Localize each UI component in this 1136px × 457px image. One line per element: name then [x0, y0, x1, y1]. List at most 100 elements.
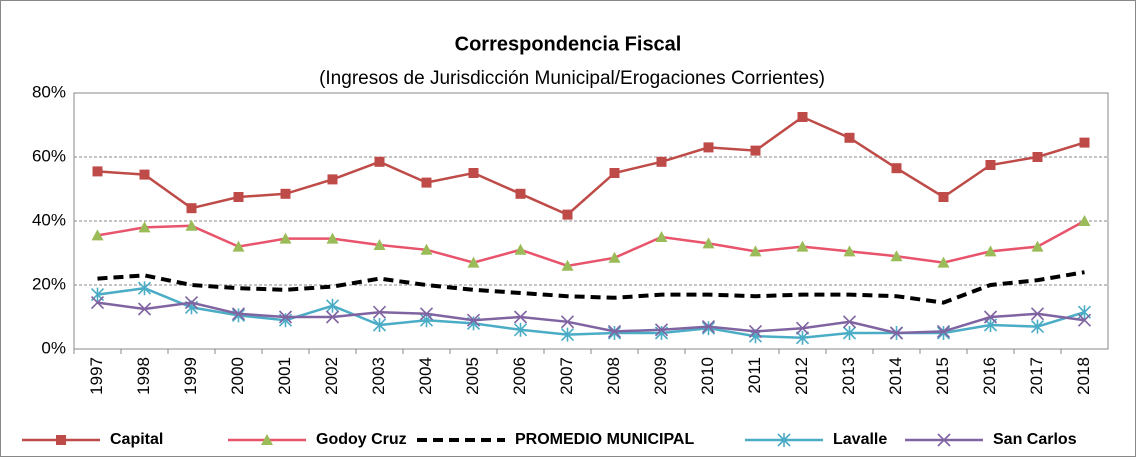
data-point — [983, 310, 998, 324]
marker-x — [937, 433, 951, 447]
data-point — [889, 326, 904, 340]
marker-x — [419, 307, 434, 321]
data-point — [373, 239, 386, 250]
data-point — [937, 256, 950, 268]
marker-square — [139, 169, 150, 180]
x-tick-label: 2003 — [369, 357, 388, 395]
data-point — [797, 112, 808, 122]
y-tick-label: 40% — [32, 210, 66, 229]
marker-square — [56, 435, 66, 445]
legend-label: San Carlos — [993, 431, 1077, 448]
marker-square — [938, 192, 949, 202]
data-point — [280, 188, 291, 199]
marker-triangle — [843, 245, 856, 257]
x-tick-label: 1998 — [134, 357, 153, 395]
marker-x — [184, 296, 199, 310]
marker-triangle — [1078, 215, 1091, 226]
data-point — [561, 259, 574, 271]
data-point — [91, 229, 104, 241]
chart-subtitle: (Ingresos de Jurisdicción Municipal/Erog… — [319, 68, 825, 89]
marker-triangle — [326, 232, 339, 244]
marker-triangle — [655, 231, 668, 242]
x-tick-label: 2000 — [228, 357, 247, 395]
data-point — [372, 318, 387, 332]
data-point — [842, 326, 857, 340]
marker-x — [889, 326, 904, 340]
data-point — [703, 142, 714, 153]
legend-marker — [56, 435, 66, 445]
series-line — [97, 270, 1085, 305]
data-point — [1077, 313, 1092, 327]
data-point — [468, 168, 479, 178]
data-point — [702, 237, 715, 249]
x-tick-label: 2004 — [416, 357, 435, 395]
marker-square — [374, 156, 385, 167]
data-point — [890, 250, 903, 262]
data-point — [278, 310, 293, 324]
marker-triangle — [702, 237, 715, 249]
data-point — [514, 243, 527, 255]
marker-x — [654, 323, 669, 337]
marker-triangle — [138, 221, 151, 233]
marker-triangle — [279, 232, 292, 244]
marker-asterisk — [231, 308, 246, 323]
data-point — [515, 188, 526, 199]
data-point — [656, 156, 667, 167]
data-point — [325, 298, 340, 313]
marker-x — [936, 324, 951, 338]
x-tick-label: 2007 — [557, 357, 576, 395]
marker-asterisk — [325, 298, 340, 313]
marker-triangle — [232, 240, 245, 252]
marker-triangle — [1031, 240, 1044, 252]
marker-x — [325, 310, 340, 324]
data-point — [701, 320, 716, 334]
data-point — [843, 245, 856, 257]
marker-asterisk — [560, 327, 575, 342]
data-point — [795, 321, 810, 335]
data-point — [936, 324, 951, 338]
x-tick-label: 2009 — [651, 357, 670, 395]
data-point — [1031, 240, 1044, 252]
data-point — [233, 192, 244, 202]
x-tick-label: 2002 — [322, 357, 341, 395]
marker-square — [327, 174, 338, 185]
marker-square — [562, 209, 573, 220]
data-point — [609, 168, 620, 178]
marker-square — [421, 177, 432, 188]
data-point — [467, 256, 480, 268]
y-tick-label: 60% — [32, 146, 66, 165]
data-point — [607, 324, 622, 338]
marker-triangle — [467, 256, 480, 268]
y-tick-label: 20% — [32, 274, 66, 293]
data-point — [138, 221, 151, 233]
marker-asterisk — [795, 330, 810, 345]
marker-square — [703, 142, 714, 153]
marker-x — [983, 310, 998, 324]
marker-asterisk — [842, 326, 857, 340]
x-tick-label: 2001 — [275, 357, 294, 395]
x-tick-label: 2012 — [792, 357, 811, 395]
data-point — [607, 326, 622, 340]
data-point — [326, 232, 339, 244]
data-point — [419, 313, 434, 328]
x-tick-label: 2018 — [1074, 357, 1093, 395]
marker-triangle — [373, 239, 386, 250]
marker-triangle — [561, 259, 574, 271]
data-point — [984, 245, 997, 257]
marker-triangle — [608, 251, 621, 263]
data-point — [325, 310, 340, 324]
marker-x — [231, 307, 246, 321]
data-point — [1030, 319, 1045, 334]
marker-square — [797, 112, 808, 122]
marker-x — [1030, 307, 1045, 321]
marker-square — [468, 168, 479, 178]
marker-asterisk — [607, 326, 622, 340]
legend-marker — [777, 433, 791, 447]
marker-triangle — [796, 240, 809, 252]
marker-x — [513, 310, 528, 324]
data-point — [655, 231, 668, 242]
data-point — [844, 132, 855, 143]
data-point — [372, 305, 387, 319]
x-tick-label: 2006 — [510, 357, 529, 395]
marker-square — [515, 188, 526, 199]
